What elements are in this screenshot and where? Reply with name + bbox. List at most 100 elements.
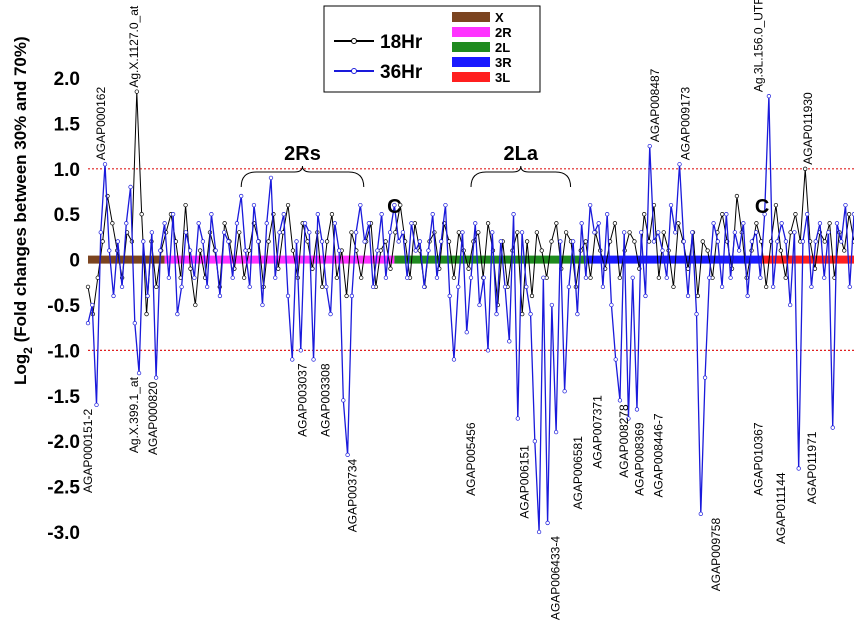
- data-point: [417, 239, 423, 244]
- data-point: [647, 143, 652, 149]
- data-point: [239, 193, 244, 199]
- data-point: [243, 248, 248, 253]
- data-point: [592, 230, 597, 235]
- data-point: [434, 275, 440, 280]
- data-point: [830, 425, 835, 430]
- gene-label: AGAP005456: [464, 422, 478, 496]
- legend-label-36Hr: 36Hr: [380, 62, 423, 83]
- data-point: [175, 311, 180, 317]
- data-point: [307, 230, 312, 235]
- data-point: [741, 221, 746, 226]
- gene-label: AGAP010367: [751, 422, 765, 496]
- y-tick-label: -1.5: [47, 387, 80, 408]
- legend-swatch-3R: [452, 57, 490, 67]
- data-point: [664, 275, 669, 280]
- legend-arm-label-2L: 2L: [495, 40, 510, 55]
- data-point: [661, 230, 666, 235]
- data-point: [728, 275, 733, 280]
- data-point: [579, 221, 584, 226]
- data-point: [468, 275, 474, 280]
- legend-arm-label-X: X: [495, 10, 504, 25]
- data-point: [115, 239, 120, 244]
- data-point: [222, 230, 227, 235]
- data-point: [477, 302, 482, 308]
- data-point: [758, 275, 763, 280]
- data-point: [460, 230, 465, 235]
- data-point: [383, 239, 388, 244]
- gene-label: AGAP008278: [617, 404, 631, 478]
- data-point: [507, 339, 512, 344]
- data-point: [656, 230, 661, 235]
- data-point: [634, 407, 640, 412]
- data-point: [192, 275, 197, 280]
- legend-marker-36Hr: [351, 68, 357, 74]
- data-point: [273, 275, 278, 280]
- data-point: [266, 239, 271, 244]
- data-point: [736, 248, 742, 253]
- data-point: [668, 202, 674, 208]
- data-point: [198, 248, 203, 253]
- data-point: [745, 293, 750, 299]
- gene-label: AGAP006433-4: [548, 536, 562, 620]
- data-point: [707, 275, 712, 280]
- data-point: [600, 284, 606, 289]
- y-tick-label: 2.0: [54, 69, 80, 90]
- data-point: [630, 275, 635, 280]
- data-point: [588, 202, 593, 208]
- data-point: [132, 321, 137, 326]
- data-point: [766, 94, 772, 99]
- data-point: [705, 248, 710, 253]
- gene-label: Ag.X.399.1_at: [127, 376, 141, 453]
- data-point: [476, 230, 481, 235]
- y-tick-label: -0.5: [47, 296, 80, 317]
- y-tick-label: 0.5: [54, 205, 81, 226]
- data-point: [409, 221, 414, 226]
- data-point: [388, 266, 393, 271]
- data-point: [734, 193, 740, 199]
- data-point: [490, 230, 495, 235]
- data-point: [456, 230, 461, 235]
- data-point: [528, 311, 533, 317]
- data-point: [847, 284, 852, 289]
- data-point: [583, 275, 589, 280]
- data-point: [375, 248, 380, 253]
- data-point: [393, 230, 398, 235]
- data-point: [136, 370, 142, 376]
- data-point: [541, 275, 546, 280]
- gene-label: AGAP006581: [571, 436, 585, 510]
- data-point: [575, 311, 580, 317]
- legend-swatch-2R: [452, 27, 490, 37]
- data-point: [532, 439, 537, 444]
- data-point: [778, 248, 783, 253]
- data-point: [842, 248, 847, 253]
- data-point: [700, 239, 705, 244]
- data-point: [366, 221, 372, 226]
- data-point: [128, 184, 133, 190]
- gene-label: AGAP000820: [146, 381, 160, 455]
- data-point: [583, 239, 588, 244]
- data-point: [817, 221, 823, 226]
- data-point: [588, 275, 593, 280]
- data-point: [822, 239, 827, 244]
- data-point: [134, 89, 139, 94]
- data-point: [549, 239, 554, 244]
- data-point: [822, 275, 827, 280]
- legend-arm-label-3R: 3R: [495, 55, 512, 70]
- data-point: [494, 311, 499, 317]
- data-point: [139, 212, 144, 217]
- data-point: [639, 230, 644, 235]
- data-point: [94, 402, 99, 408]
- data-point: [324, 239, 330, 244]
- data-point: [200, 239, 206, 244]
- y-axis: 2.0 1.5 1.0 0.5 0 -0.5 -1.0 -1.5 -2.0 -2.5 -3.0: [47, 69, 80, 544]
- data-point: [329, 212, 335, 217]
- legend-swatch-3L: [452, 72, 490, 82]
- data-point: [558, 239, 563, 244]
- data-point: [562, 389, 567, 394]
- legend-swatch-2L: [452, 42, 490, 52]
- gene-label: AGAP000151-2: [81, 409, 95, 493]
- data-point: [694, 311, 699, 317]
- data-point: [154, 284, 159, 289]
